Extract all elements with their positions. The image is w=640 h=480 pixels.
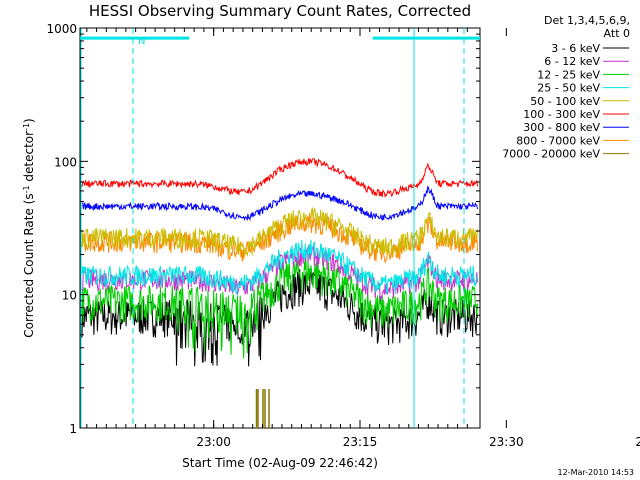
series-line [81, 257, 478, 359]
x-axis-label: Start Time (02-Aug-09 22:46:42) [182, 456, 378, 470]
series-line [81, 185, 478, 222]
legend-label: 25 - 50 keV [537, 82, 600, 95]
plot-frame [79, 27, 481, 429]
y-tick-label: 100 [54, 155, 77, 169]
legend-label: 7000 - 20000 keV [502, 148, 600, 161]
legend-label: 800 - 7000 keV [516, 134, 600, 147]
y-tick-label: 10 [62, 289, 77, 303]
legend-header-line-2: Att 0 [604, 27, 630, 40]
x-tick-label: 23:15 [343, 435, 378, 449]
y-axis-label-sup1: -1 [22, 185, 31, 193]
x-tick-label: 23:45 [635, 435, 640, 449]
series-line [81, 158, 478, 199]
legend-label: 300 - 800 keV [523, 121, 600, 134]
legend-label: 100 - 300 keV [523, 108, 600, 121]
y-axis: 1 10 100 1000 [46, 22, 480, 436]
legend-label: 50 - 100 keV [530, 95, 600, 108]
y-axis-label-main: Corrected Count Rate (s [22, 193, 36, 337]
y-axis-label-sup2: -1 [22, 123, 31, 131]
series-line [81, 212, 478, 263]
y-tick-label: 1 [69, 422, 77, 436]
series-line [81, 239, 478, 296]
y-tick-label: 1000 [46, 22, 77, 36]
x-tick-label: 23:00 [196, 435, 231, 449]
data-layer: N [80, 28, 480, 428]
legend-label: 3 - 6 keV [551, 42, 600, 55]
y-axis-label: Corrected Count Rate (s-1 detector-1) [22, 118, 37, 337]
x-tick-label: 23:30 [489, 435, 524, 449]
legend-header-line-1: Det 1,3,4,5,6,9, [544, 14, 630, 27]
legend-label: 6 - 12 keV [544, 55, 600, 68]
y-axis-label-end: ) [22, 118, 36, 123]
flag-label: N [138, 36, 145, 47]
y-axis-label-mid: detector [22, 131, 36, 186]
series-line [81, 206, 478, 257]
chart-title: HESSI Observing Summary Count Rates, Cor… [89, 2, 471, 20]
footer-timestamp: 12-Mar-2010 14:53 [558, 468, 635, 477]
legend-label: 12 - 25 keV [537, 68, 600, 81]
